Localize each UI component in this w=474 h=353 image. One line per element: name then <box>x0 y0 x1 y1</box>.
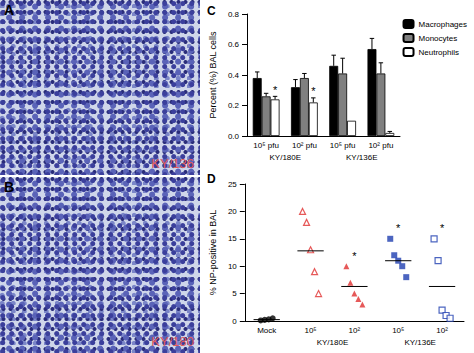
svg-text:Monocytes: Monocytes <box>419 34 458 43</box>
svg-text:KY/180E: KY/180E <box>269 153 301 162</box>
svg-text:KY/136E: KY/136E <box>346 153 378 162</box>
html-text:A: A <box>4 2 15 18</box>
svg-text:Macrophages: Macrophages <box>419 20 467 29</box>
html-text:B: B <box>4 179 15 195</box>
svg-text:10⁵ pfu: 10⁵ pfu <box>330 141 356 150</box>
svg-text:10⁵: 10⁵ <box>304 326 316 335</box>
svg-text:0.8: 0.8 <box>228 10 240 19</box>
svg-text:10⁵: 10⁵ <box>392 326 404 335</box>
svg-text:D: D <box>207 172 216 186</box>
svg-text:0: 0 <box>232 317 237 326</box>
svg-text:*: * <box>352 250 357 262</box>
svg-text:KY/136E: KY/136E <box>404 338 436 347</box>
html-text:KY/136: KY/136 <box>151 156 194 171</box>
html-text:KY/180: KY/180 <box>151 334 194 349</box>
svg-text:15: 15 <box>228 234 237 243</box>
svg-text:*: * <box>440 222 445 234</box>
svg-text:0.2: 0.2 <box>228 101 240 110</box>
svg-text:10²: 10² <box>436 326 448 335</box>
svg-text:10⁵ pfu: 10⁵ pfu <box>253 141 279 150</box>
svg-text:KY/180E: KY/180E <box>317 338 349 347</box>
svg-text:0.0: 0.0 <box>228 132 240 141</box>
svg-text:5: 5 <box>232 289 237 298</box>
svg-text:10²: 10² <box>349 326 361 335</box>
svg-text:*: * <box>311 85 316 97</box>
svg-text:C: C <box>207 4 216 18</box>
svg-text:20: 20 <box>228 207 237 216</box>
svg-text:0.4: 0.4 <box>228 71 240 80</box>
svg-text:Mock: Mock <box>257 326 277 335</box>
svg-text:*: * <box>273 84 278 96</box>
svg-text:% NP-positive in BAL: % NP-positive in BAL <box>208 210 218 296</box>
svg-text:10² pfu: 10² pfu <box>292 141 317 150</box>
svg-text:0.6: 0.6 <box>228 40 240 49</box>
svg-text:Percent (%) BAL cells: Percent (%) BAL cells <box>208 31 218 119</box>
svg-text:10: 10 <box>228 262 237 271</box>
svg-text:25: 25 <box>228 180 237 189</box>
svg-text:*: * <box>396 222 401 234</box>
svg-text:Neutrophils: Neutrophils <box>419 48 459 57</box>
svg-text:10² pfu: 10² pfu <box>368 141 393 150</box>
